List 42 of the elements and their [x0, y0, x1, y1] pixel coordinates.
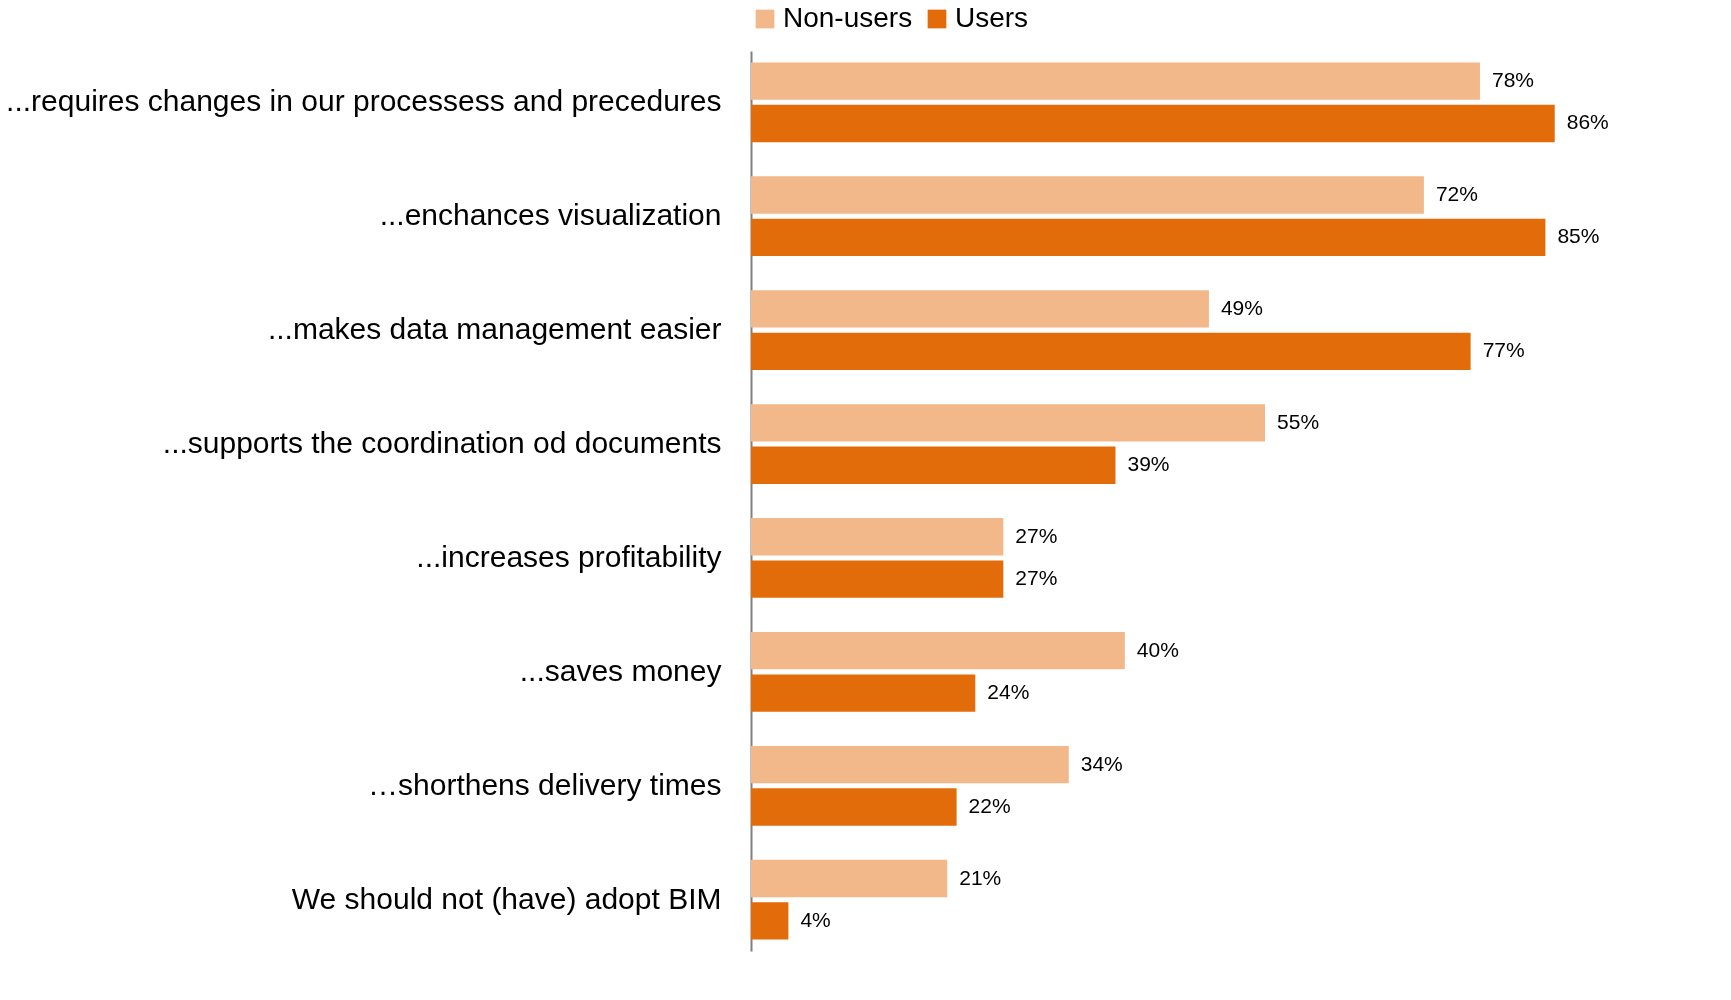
- bar: [751, 745, 1069, 784]
- legend-label: Non-users: [783, 2, 913, 33]
- data-label: 72%: [1435, 181, 1478, 205]
- data-label: 40%: [1136, 637, 1179, 661]
- bar: [751, 104, 1555, 143]
- bar: [751, 859, 948, 898]
- data-label: 39%: [1127, 452, 1170, 476]
- data-label: 22%: [968, 794, 1011, 818]
- bar: [751, 560, 1004, 598]
- data-label: 78%: [1491, 68, 1534, 92]
- data-label: 86%: [1566, 110, 1609, 134]
- data-label: 55%: [1277, 409, 1320, 433]
- data-label: 27%: [1015, 566, 1058, 590]
- data-label: 24%: [987, 680, 1030, 704]
- y-tick-label: ...enchances visualization: [379, 198, 722, 232]
- y-tick-label: ...requires changes in our processess and precedures: [6, 84, 722, 118]
- bar: [751, 632, 1125, 670]
- bar: [751, 290, 1209, 328]
- bar: [751, 902, 789, 940]
- data-label: 77%: [1482, 338, 1525, 362]
- bar: [751, 674, 976, 712]
- y-tick-label: ...supports the coordination od documents: [162, 426, 722, 460]
- bar: [751, 788, 957, 826]
- bar: [751, 518, 1004, 556]
- data-label: 49%: [1220, 295, 1263, 319]
- data-label: 34%: [1080, 751, 1123, 775]
- legend-label: Users: [955, 2, 1029, 33]
- y-tick-label: …shorthens delivery times: [368, 767, 722, 801]
- y-tick-label: ...saves money: [519, 653, 722, 687]
- y-tick-label: We should not (have) adopt BIM: [291, 881, 722, 915]
- data-label: 85%: [1557, 224, 1600, 248]
- bar: [751, 62, 1480, 100]
- bar: [751, 332, 1471, 370]
- bar: [751, 446, 1116, 484]
- bar: [751, 404, 1266, 442]
- data-label: 4%: [800, 907, 831, 931]
- data-label: 27%: [1015, 523, 1058, 547]
- bar: [751, 176, 1424, 214]
- y-tick-label: ...increases profitability: [416, 539, 722, 573]
- y-tick-label: ...makes data management easier: [267, 312, 722, 346]
- bar: [751, 218, 1546, 257]
- data-label: 21%: [959, 865, 1002, 889]
